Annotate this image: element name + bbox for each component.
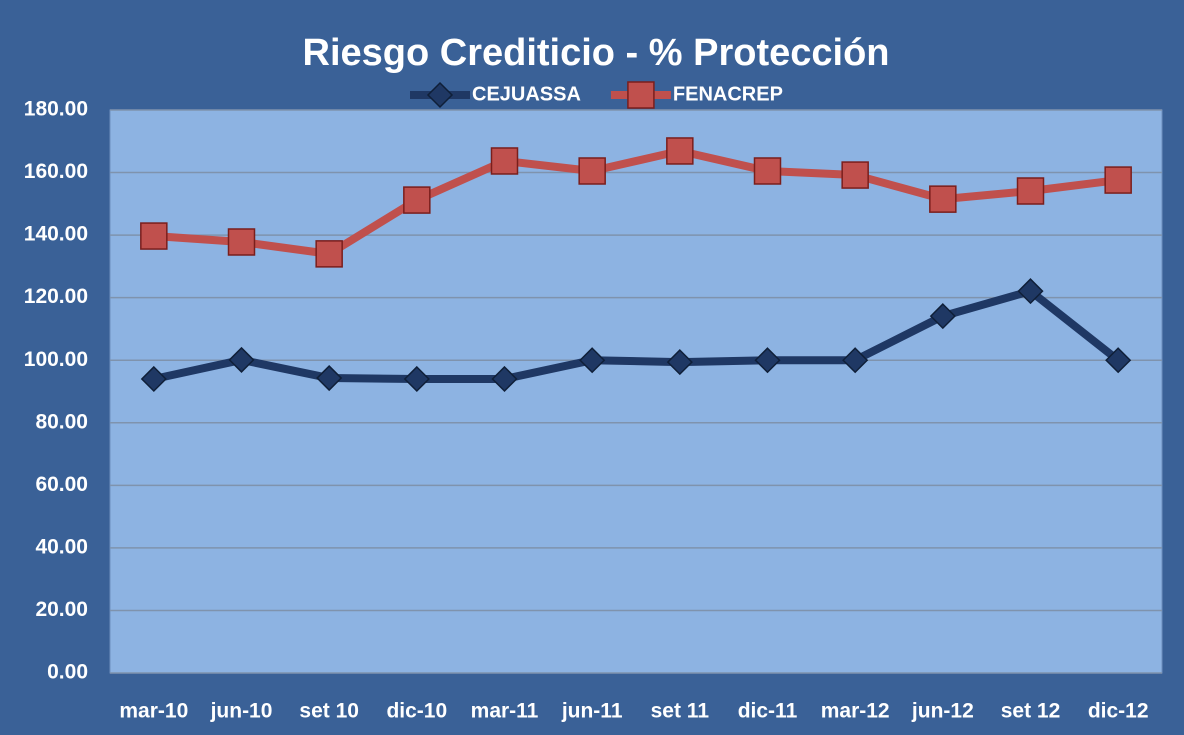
chart-title: Riesgo Crediticio - % Protección <box>303 32 890 74</box>
data-point <box>490 147 519 175</box>
x-tick-label: mar-12 <box>821 700 890 723</box>
x-tick-label: dic-12 <box>1088 700 1149 723</box>
plot-area <box>109 109 1163 674</box>
data-point <box>1104 166 1132 194</box>
x-tick-label: jun-11 <box>561 700 623 723</box>
data-point <box>842 347 869 374</box>
x-tick-label: set 11 <box>651 700 710 723</box>
data-point <box>228 346 255 373</box>
y-tick-label: 140.00 <box>24 223 88 246</box>
data-point <box>929 303 956 330</box>
y-tick-label: 120.00 <box>24 285 88 308</box>
data-point <box>140 222 168 250</box>
data-point <box>579 347 606 374</box>
data-point <box>666 349 693 376</box>
legend-label: FENACREP <box>673 83 783 105</box>
legend-marker <box>426 81 454 109</box>
x-tick-label: dic-10 <box>386 700 447 723</box>
data-point <box>315 240 343 268</box>
data-point <box>491 365 518 393</box>
x-tick-label: mar-10 <box>119 700 188 723</box>
y-tick-label: 0.00 <box>47 661 88 684</box>
y-tick-label: 80.00 <box>35 410 88 433</box>
y-tick-label: 160.00 <box>24 160 88 183</box>
y-tick-label: 20.00 <box>35 598 88 621</box>
y-tick-label: 40.00 <box>35 535 88 558</box>
data-point <box>578 157 606 185</box>
x-tick-label: jun-12 <box>911 700 974 723</box>
y-tick-label: 100.00 <box>24 348 88 371</box>
data-point <box>403 365 430 393</box>
x-tick-label: set 12 <box>1001 700 1061 723</box>
data-point <box>1017 278 1044 305</box>
series-line <box>153 146 1119 258</box>
x-tick-label: set 10 <box>299 700 359 723</box>
x-tick-label: dic-11 <box>738 700 798 723</box>
data-point <box>1105 347 1132 374</box>
data-point <box>753 157 782 185</box>
data-point <box>140 365 167 393</box>
data-point <box>227 228 256 256</box>
y-tick-label: 180.00 <box>24 98 88 121</box>
y-tick-label: 60.00 <box>35 473 88 496</box>
data-point <box>403 186 431 214</box>
series-line <box>152 287 1121 383</box>
x-tick-label: mar-11 <box>471 700 539 723</box>
data-point <box>841 161 869 189</box>
data-point <box>929 185 957 213</box>
data-point <box>754 347 781 374</box>
data-point <box>666 137 694 165</box>
x-tick-label: jun-10 <box>210 700 273 723</box>
data-point <box>316 364 343 392</box>
legend-marker <box>627 81 655 109</box>
data-point <box>1016 177 1045 205</box>
legend-label: CEJUASSA <box>472 83 581 105</box>
